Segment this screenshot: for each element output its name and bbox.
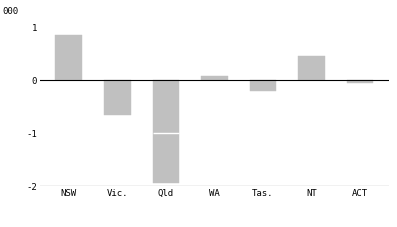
Bar <box>298 56 325 80</box>
Bar <box>152 80 179 183</box>
Bar <box>201 76 228 80</box>
Bar <box>104 80 131 115</box>
Bar <box>56 35 82 80</box>
Bar <box>250 80 276 91</box>
Bar <box>347 80 373 83</box>
Text: 000: 000 <box>2 7 18 16</box>
